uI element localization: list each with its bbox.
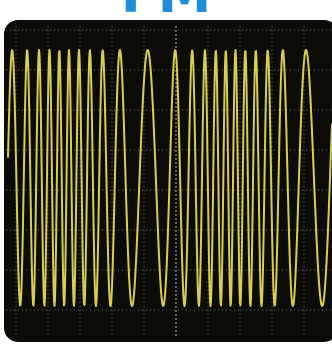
oscilloscope-image: FM [0, 0, 332, 345]
page: FM (() => { const data = JSON.parse(docu… [0, 0, 332, 345]
